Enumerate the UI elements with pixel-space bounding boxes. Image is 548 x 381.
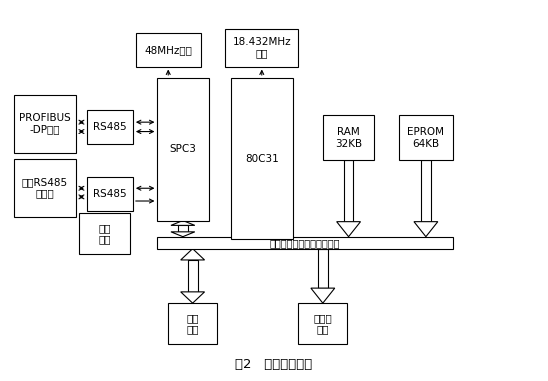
Bar [14, 95, 76, 153]
Text: 复位看
门狗: 复位看 门狗 [313, 313, 332, 335]
Bar [399, 115, 453, 160]
Text: RS485: RS485 [93, 122, 127, 132]
Text: RS485: RS485 [93, 189, 127, 199]
Polygon shape [311, 288, 335, 303]
Bar [87, 110, 133, 144]
Text: 48MHz晶振: 48MHz晶振 [144, 45, 192, 55]
Polygon shape [414, 222, 438, 237]
Text: 18.432MHz
晶振: 18.432MHz 晶振 [232, 37, 291, 59]
Polygon shape [171, 221, 195, 226]
Bar [421, 160, 431, 222]
Bar [178, 226, 188, 232]
Text: EPROM
64KB: EPROM 64KB [407, 127, 444, 149]
Polygon shape [181, 292, 204, 303]
Bar [168, 303, 217, 344]
Text: 供电
电源: 供电 电源 [98, 223, 111, 245]
Text: 内部数据、地址、控制总线: 内部数据、地址、控制总线 [270, 238, 340, 248]
Polygon shape [181, 249, 204, 260]
Bar [79, 213, 130, 255]
Bar [14, 158, 76, 217]
Polygon shape [336, 222, 361, 237]
Text: PROFIBUS
-DP网络: PROFIBUS -DP网络 [19, 113, 71, 134]
Bar [344, 160, 353, 222]
Text: 图2   通讯接口结构: 图2 通讯接口结构 [236, 358, 312, 371]
Bar [157, 78, 209, 221]
Bar [318, 249, 328, 288]
Bar [188, 260, 197, 292]
Text: 80C31: 80C31 [245, 154, 279, 163]
Bar [136, 33, 201, 67]
Bar [87, 178, 133, 211]
Bar [257, 237, 267, 239]
Text: SPC3: SPC3 [170, 144, 197, 154]
Text: 地址
译码: 地址 译码 [186, 313, 199, 335]
Bar [231, 78, 293, 239]
Bar [157, 237, 453, 249]
Bar [299, 303, 347, 344]
Bar [323, 115, 374, 160]
Bar [225, 29, 299, 67]
Text: RAM
32KB: RAM 32KB [335, 127, 362, 149]
Polygon shape [171, 232, 195, 237]
Text: 具有RS485
的设备: 具有RS485 的设备 [22, 177, 68, 199]
